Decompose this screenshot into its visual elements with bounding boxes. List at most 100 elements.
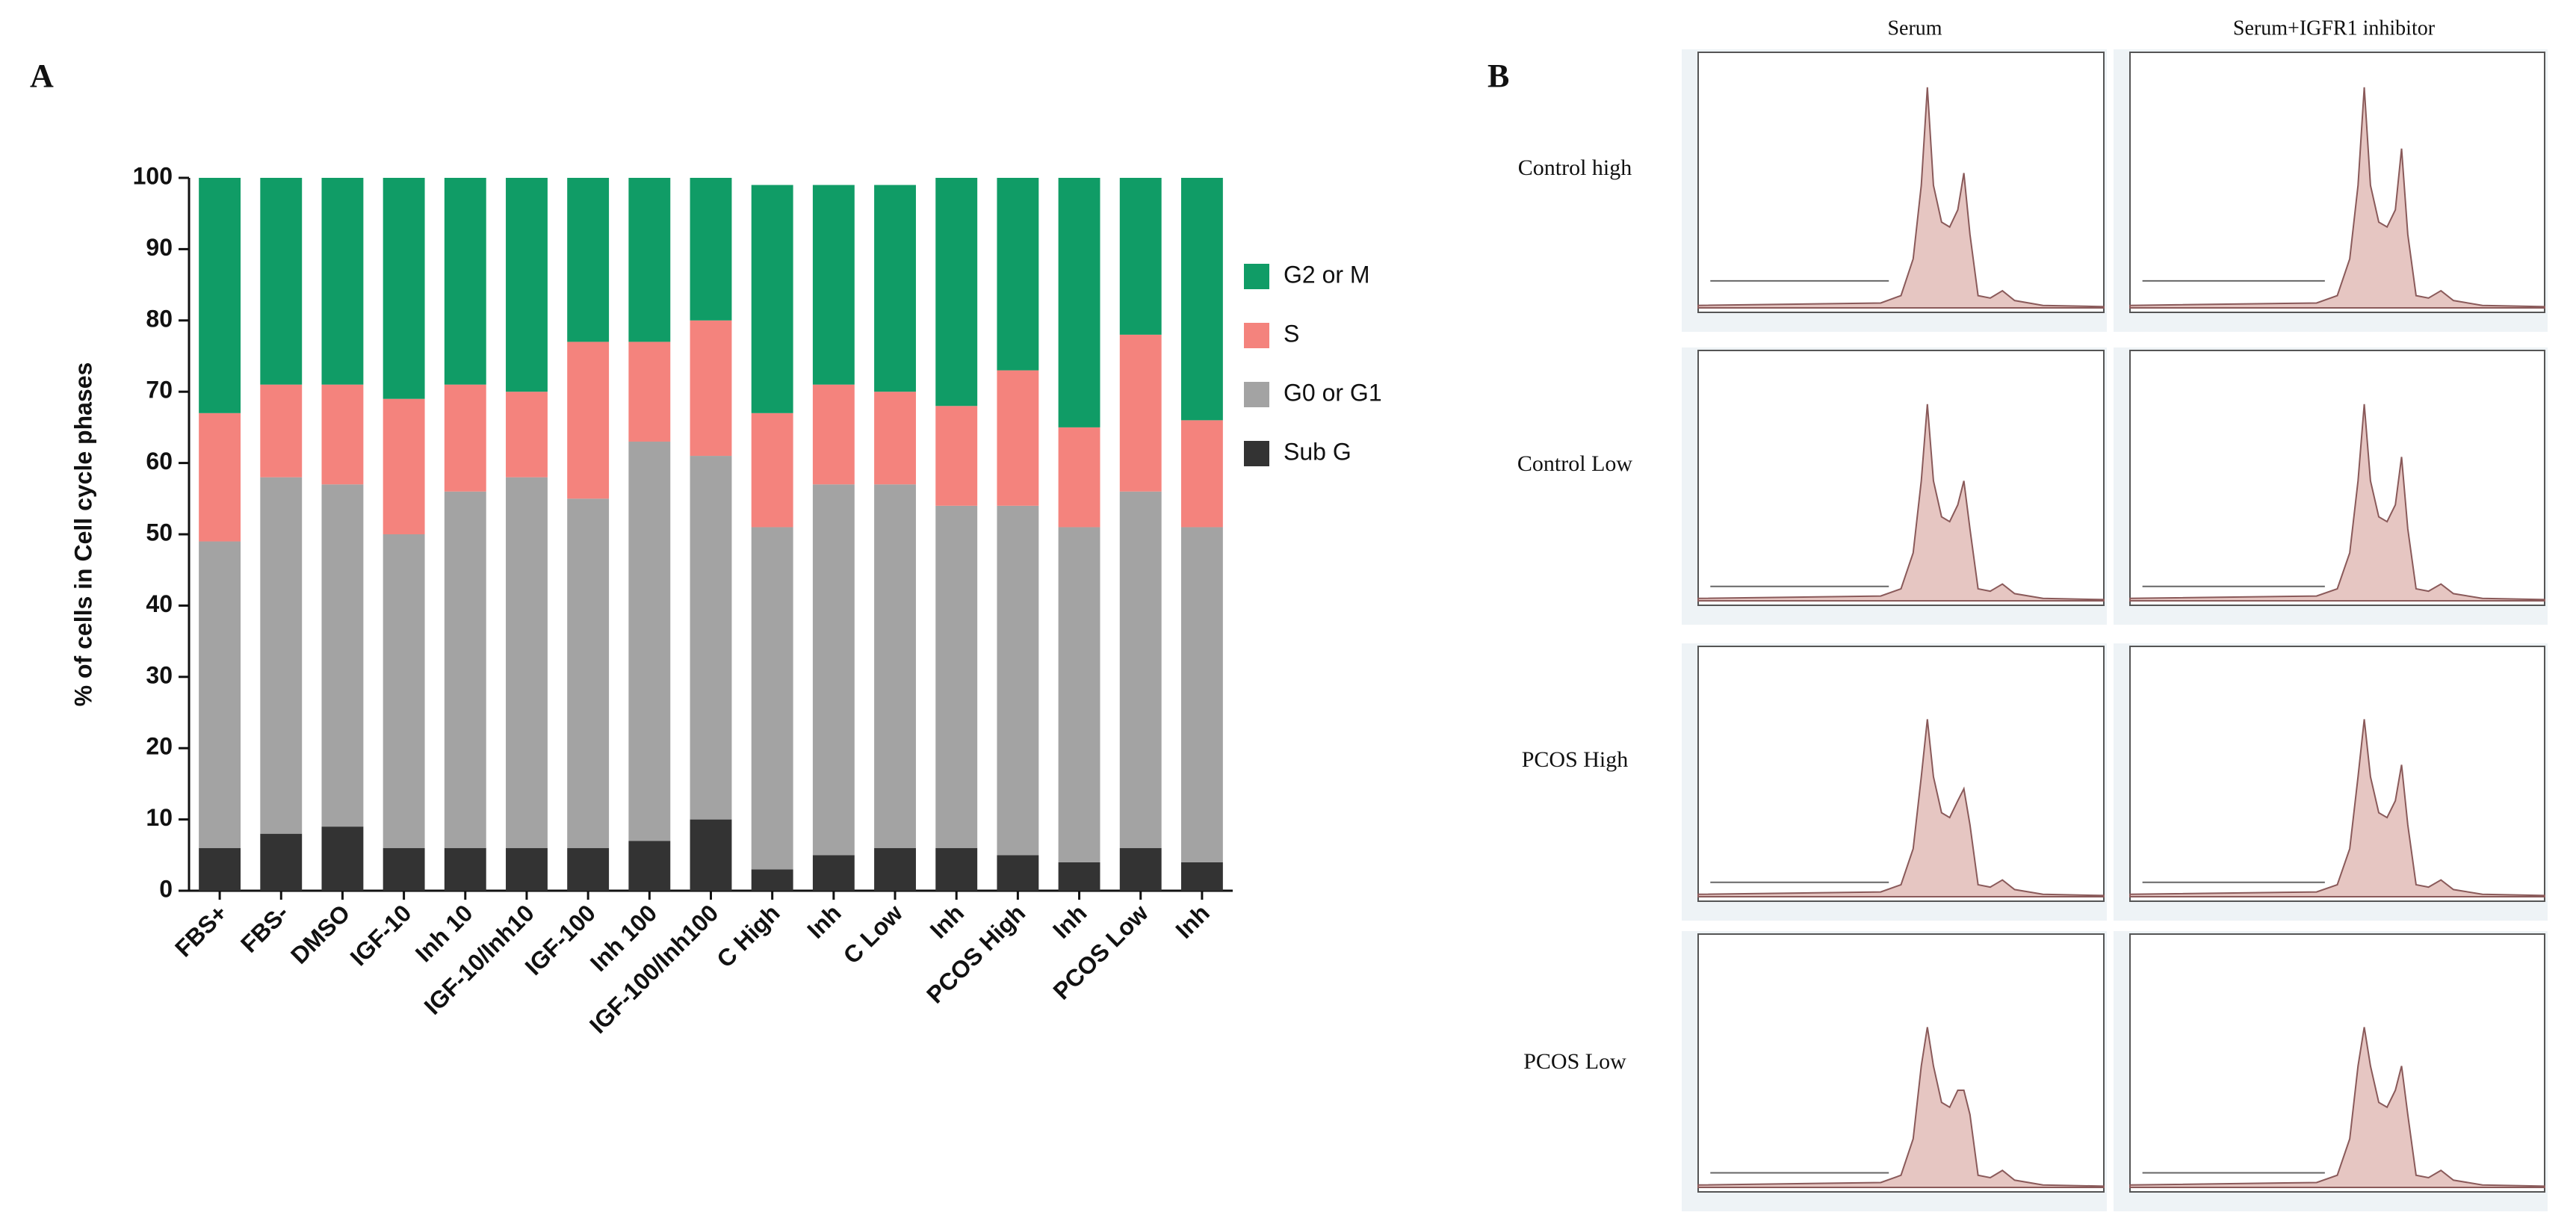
x-tick-label: C High [711,899,784,972]
y-tick-label: 60 [146,448,173,475]
x-tick-label: Inh [1170,899,1214,943]
bar-segment [1119,491,1162,848]
y-tick-label: 100 [133,162,173,189]
row-label: Control Low [1517,451,1632,476]
bar-segment [690,320,732,457]
legend-label: G0 or G1 [1284,379,1382,406]
legend-swatch [1244,323,1269,348]
x-tick-label: IGF-10 [345,899,417,971]
bar-segment [628,441,671,841]
x-tick-label: FBS+ [170,899,232,962]
bar-segment [199,541,241,848]
bar-segment [199,847,241,891]
y-axis-label: % of cells in Cell cycle phases [69,362,96,707]
histogram-frame [2129,350,2545,606]
histogram-curve [1697,719,2105,897]
bar-segment [628,178,671,342]
bar-segment [935,406,978,506]
bar-segment [383,178,425,399]
bar-segment [321,178,364,385]
chart: 0 10 20 30 40 50 60 70 80 90 100 % of cells in Cell… [69,162,1381,1038]
row-label: PCOS Low [1523,1049,1626,1074]
histogram-frame [2129,646,2545,902]
bar-segment [567,847,610,891]
panel-label: B [1487,58,1509,94]
legend-swatch [1244,264,1269,289]
bar-segment [751,869,793,891]
bar-segment [260,833,303,891]
bar-segment [506,477,548,848]
row-label: PCOS High [1522,747,1629,772]
y-tick-label: 0 [159,875,173,902]
y-tick-label: 50 [146,519,173,546]
bar-segment [812,185,855,385]
histogram-curve [2129,404,2545,602]
bar-segment [383,847,425,891]
bar-segment [1058,527,1100,862]
bar-segment [997,505,1039,856]
bar-segment [1058,427,1100,528]
bar-segment [260,384,303,478]
bar-segment [690,819,732,891]
bar-segment [935,505,978,848]
histogram-frame [1697,646,2105,902]
x-tick-label: Inh [1047,899,1092,943]
bar-segment [997,855,1039,891]
bar-segment [690,178,732,321]
column-title: Serum+IGFR1 inhibitor [2233,16,2436,40]
bar-segment [628,841,671,891]
x-tick-label: C Low [838,899,908,968]
y-tick-label: 70 [146,377,173,404]
bar-segment [567,178,610,342]
bar-segment [874,847,916,891]
bar-segment [690,456,732,820]
bar-segment [751,412,793,528]
bar-segment [751,527,793,870]
bar-segment [506,178,548,392]
histogram-curve [1697,404,2105,602]
bar-segment [506,392,548,478]
y-tick-label: 30 [146,661,173,688]
x-tick-label: FBS- [235,899,294,957]
bar-segment [199,178,241,413]
bar-segment [1058,178,1100,427]
bar-segment [751,185,793,413]
y-tick-label: 40 [146,590,173,617]
histogram-frame [1697,933,2105,1193]
y-tick-label: 90 [146,234,173,261]
legend-label: S [1284,320,1299,347]
bar-segment [935,178,978,407]
bar-segment [444,384,486,492]
bar-segment [321,484,364,827]
bar-segment [1180,178,1223,421]
bar-segment [567,342,610,499]
bar-segment [997,178,1039,371]
bar-segment [321,384,364,485]
bar-segment [1180,420,1223,528]
bar-segment [321,826,364,891]
bar-segment [812,384,855,485]
y-tick-label: 20 [146,733,173,760]
histogram-curve [2129,87,2545,309]
histogram-curve [1697,87,2105,309]
bar-segment [444,847,486,891]
flow-panel: Serum Serum+IGFR1 inhibitor Control high Co… [1517,16,2548,1211]
bar-segment [997,370,1039,506]
bar-segment [260,178,303,385]
bar-segment [1119,847,1162,891]
bar-segment [812,484,855,856]
bar-segment [874,185,916,392]
bar-segment [874,392,916,485]
column-title: Serum [1887,16,1942,40]
y-tick-label: 80 [146,305,173,332]
histogram-curve [2129,1027,2545,1188]
histogram-frame [1697,52,2105,313]
legend-label: G2 or M [1284,261,1370,288]
histogram-frame [2129,933,2545,1193]
legend-swatch [1244,441,1269,466]
bar-segment [628,342,671,442]
bar-segment [1119,178,1162,335]
y-tick-label: 10 [146,804,173,831]
histogram-curve [1697,1027,2105,1188]
